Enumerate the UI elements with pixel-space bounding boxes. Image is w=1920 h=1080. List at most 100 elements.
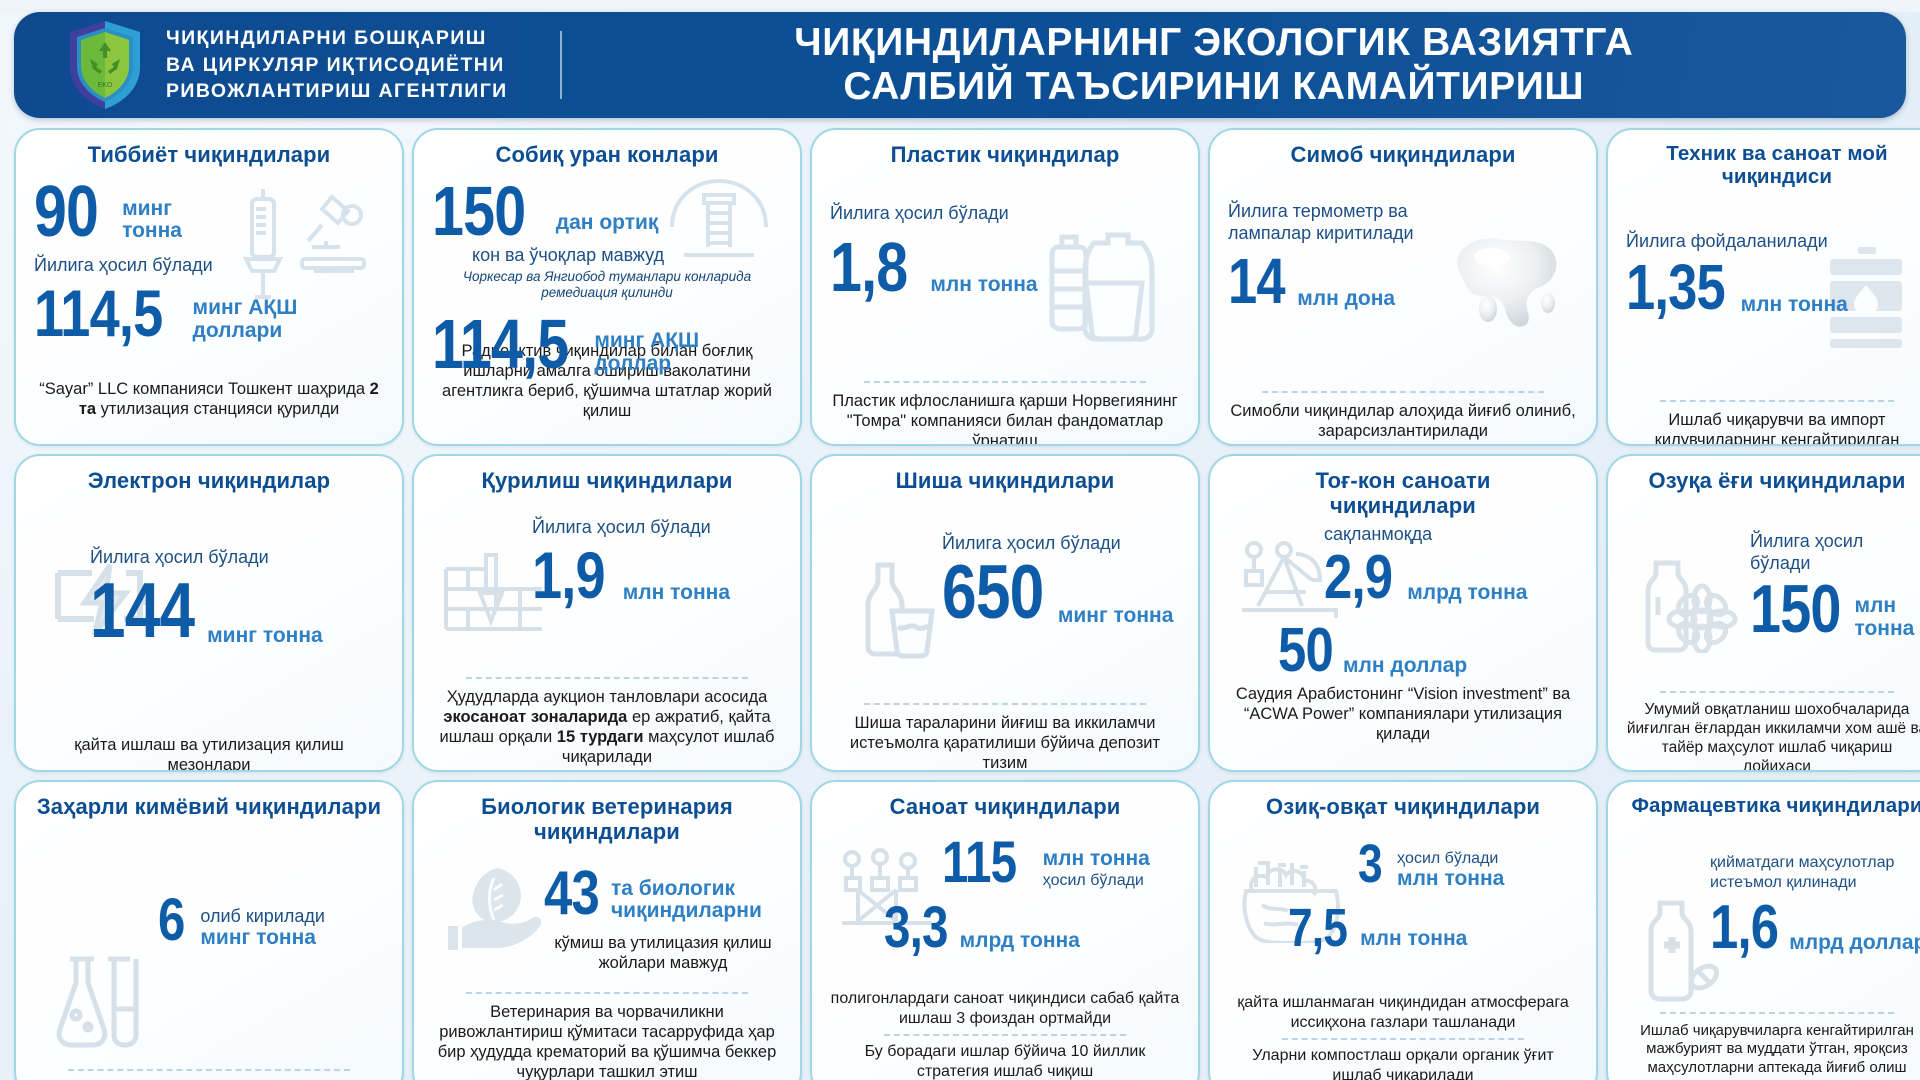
card-medical-waste: Тиббиёт чиқиндилари xyxy=(14,128,404,446)
stat-unit-secondary: млн тонна xyxy=(1360,927,1468,951)
stat-unit-secondary: млрд тонна xyxy=(959,929,1080,953)
stat-unit-secondary: млн доллар xyxy=(1342,654,1468,678)
card-note: Шиша тараларини йиғиш ва иккиламчи истеъ… xyxy=(849,713,1161,772)
card-title: Озиқ-овқат чиқиндилари xyxy=(1266,794,1540,819)
stat-unit: млн дона xyxy=(1297,286,1396,310)
card-mercury-waste: Симоб чиқиндилари xyxy=(1208,128,1598,446)
card-subnote: Чоркесар ва Янгиобод туманлари конларида… xyxy=(462,268,752,301)
card-biological-veterinary-waste: Биологик ветеринария чиқиндилари 43 та б… xyxy=(412,780,802,1080)
stat-value: 6 xyxy=(158,886,185,954)
stat-unit: минг тонна xyxy=(122,196,182,243)
stat-unit: млн тонна xyxy=(1042,847,1150,871)
stat-value: 144 xyxy=(90,565,195,654)
flask-test-tube-icon xyxy=(52,953,148,1051)
stat-value: 1,6 xyxy=(1710,892,1779,962)
card-note-secondary: Уларни компостлаш орқали органик ўғит иш… xyxy=(1252,1047,1554,1080)
card-note: Симобли чиқиндилар алоҳида йиғиб олиниб,… xyxy=(1230,401,1576,440)
stat-caption: ҳосил бўлади xyxy=(1397,850,1499,868)
agency-name-line-1: ЧИҚИНДИЛАРНИ БОШҚАРИШ xyxy=(166,26,487,49)
stat-unit: млн тонна xyxy=(622,581,731,604)
card-title: Тоғ-кон саноати чиқиндилари xyxy=(1315,468,1491,519)
card-title: Тиббиёт чиқиндилари xyxy=(87,142,331,167)
stat-caption: Йилига фойдаланилади xyxy=(1626,230,1828,251)
card-industrial-waste: Саноат чиқиндилари 115 xyxy=(810,780,1200,1080)
stat-value-secondary: 3,3 xyxy=(884,895,948,961)
stat-caption: сақланмоқда xyxy=(1324,524,1433,545)
cards-grid: Тиббиёт чиқиндилари xyxy=(0,118,1920,1080)
note-divider xyxy=(1660,400,1894,403)
stat-caption: Йилига ҳосил бўлади xyxy=(1750,531,1864,573)
card-title: Пластик чиқиндилар xyxy=(890,142,1120,167)
agency-name-line-3: РИВОЖЛАНТИРИШ АГЕНТЛИГИ xyxy=(166,80,508,103)
stat-value: 150 xyxy=(1750,571,1841,648)
agency-logo-block: EKO ЧИҚИНДИЛАРНИ БОШҚАРИШ ВА ЦИРКУЛЯР ИҚ… xyxy=(14,19,508,111)
stat-caption: Йилига ҳосил бўлади xyxy=(90,547,269,568)
card-food-oil-waste: Озуқа ёғи чиқиндилари xyxy=(1606,454,1920,772)
stat-caption: олиб кирилади xyxy=(200,905,325,926)
stat-value-secondary: 50 xyxy=(1278,615,1334,685)
stat-value-secondary: 114,5 xyxy=(432,304,569,383)
stat-unit: минг тонна xyxy=(207,624,323,647)
note-divider xyxy=(466,676,748,679)
stat-caption: кўмиш ва утилицазия қилиш жойлари мавжуд xyxy=(554,934,772,973)
card-note: Ишлаб чиқарувчи ва импорт қилувчиларнинг… xyxy=(1654,411,1900,446)
card-note: қайта ишлаш ва утилизация қилиш мезонлар… xyxy=(74,735,344,772)
note-divider xyxy=(1282,1038,1524,1041)
stat-value-secondary: 7,5 xyxy=(1288,898,1348,959)
note-divider xyxy=(1660,1012,1894,1015)
page-title: ЧИҚИНДИЛАРНИНГ ЭКОЛОГИК ВАЗИЯТГА САЛБИЙ … xyxy=(562,21,1906,108)
stat-caption: Йилига ҳосил бўлади xyxy=(532,517,711,538)
card-note: Ҳудудларда аукцион танловлари асосида эк… xyxy=(439,687,775,766)
stat-unit: млн тонна xyxy=(1740,292,1848,316)
stat-caption: Йилига термометр ва лампалар киритилади xyxy=(1228,201,1414,243)
stat-unit: минг тонна xyxy=(200,926,316,950)
card-title: Электрон чиқиндилар xyxy=(87,468,331,493)
card-title: Саноат чиқиндилари xyxy=(889,794,1121,819)
card-glass-waste: Шиша чиқиндилари Йилига ҳосил бўлади 650… xyxy=(810,454,1200,772)
agency-name: ЧИҚИНДИЛАРНИ БОШҚАРИШ ВА ЦИРКУЛЯР ИҚТИСО… xyxy=(166,25,508,106)
card-plastic-waste: Пластик чиқиндилар Йилига ҳосил бўлади 1… xyxy=(810,128,1200,446)
note-divider xyxy=(1660,691,1894,694)
stat-value: 3 xyxy=(1358,834,1383,895)
page-title-line-1: ЧИҚИНДИЛАРНИНГ ЭКОЛОГИК ВАЗИЯТГА xyxy=(794,21,1634,65)
agency-name-line-2: ВА ЦИРКУЛЯР ИҚТИСОДИЁТНИ xyxy=(166,53,505,76)
card-electronic-waste: Электрон чиқиндилар Йилига ҳосил бўлади … xyxy=(14,454,404,772)
svg-text:EKO: EKO xyxy=(98,82,113,89)
stat-value: 43 xyxy=(544,859,600,929)
card-construction-waste: Қурилиш чиқиндилари Йилига ҳосил бўлади … xyxy=(412,454,802,772)
card-pharmaceutical-waste: Фармацевтика чиқиндилари қийматдаги маҳс… xyxy=(1606,780,1920,1080)
stat-value: 90 xyxy=(34,172,99,253)
stat-value: 150 xyxy=(432,172,526,251)
card-title: Озуқа ёғи чиқиндилари xyxy=(1648,468,1906,493)
stat-caption: Йилига ҳосил бўлади xyxy=(942,533,1121,554)
card-technical-industrial-oil-waste: Техник ва саноат мой чиқиндиси Йилига фо… xyxy=(1606,128,1920,446)
card-title: Техник ва саноат мой чиқиндиси xyxy=(1666,142,1888,189)
note-divider xyxy=(864,380,1146,383)
card-note: Ишлаб чиқарувчиларга кенгайтирилган мажб… xyxy=(1640,1022,1914,1080)
stat-unit: млн тонна xyxy=(1397,867,1505,891)
card-title: Биологик ветеринария чиқиндилари xyxy=(481,794,733,845)
note-divider xyxy=(864,702,1146,705)
card-title: Қурилиш чиқиндилари xyxy=(481,468,733,493)
stat-unit: минг тонна xyxy=(1057,604,1174,627)
header-divider xyxy=(559,31,562,99)
card-toxic-chemical-waste: Заҳарли кимёвий чиқиндилари 6 xyxy=(14,780,404,1080)
card-note: Умумий овқатланиш шохобчаларида йиғилган… xyxy=(1626,701,1920,772)
stat-caption: ҳосил бўлади xyxy=(1042,871,1144,889)
stat-caption: Йилига ҳосил бўлади xyxy=(830,203,1009,224)
card-note: Радиоактив чиқиндилар билан боғлиқ ишлар… xyxy=(442,341,772,420)
stat-value: 115 xyxy=(942,830,1017,896)
card-note: қайта ишланмаган чиқиндидан атмосферага … xyxy=(1237,994,1569,1031)
note-divider xyxy=(466,991,748,994)
stat-value: 2,9 xyxy=(1324,542,1393,612)
card-food-waste: Озиқ-овқат чиқиндилари 3 ҳоси xyxy=(1208,780,1598,1080)
stat-unit: млрд доллар xyxy=(1789,931,1920,955)
stat-unit-secondary: минг АҚШ доллар xyxy=(594,329,700,375)
stat-value: 650 xyxy=(942,549,1044,635)
card-note: “Sayar” LLC компанияси Тошкент шаҳрида 2… xyxy=(39,379,379,418)
stat-unit: млрд тонна xyxy=(1407,581,1528,605)
card-mining-industry-waste: Тоғ-кон саноати чиқиндилари сақланмоқда xyxy=(1208,454,1598,772)
recycle-shield-icon: EKO xyxy=(66,19,144,111)
page-header: EKO ЧИҚИНДИЛАРНИ БОШҚАРИШ ВА ЦИРКУЛЯР ИҚ… xyxy=(14,12,1906,118)
stat-caption: қийматдаги маҳсулотлар истеъмол қилинади xyxy=(1710,854,1895,891)
